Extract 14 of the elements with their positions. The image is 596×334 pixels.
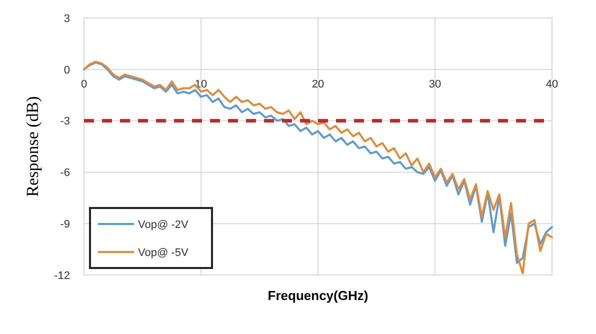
- x-tick-label: 20: [312, 78, 324, 90]
- x-tick-label: 40: [546, 78, 558, 90]
- x-axis-title: Frequency(GHz): [268, 288, 368, 303]
- x-tick-label: 30: [428, 78, 442, 90]
- y-tick-label: 3: [64, 12, 70, 25]
- legend-label: Vop@ -2V: [138, 218, 189, 231]
- y-axis-title: Response (dB): [23, 96, 42, 197]
- y-tick-label: -6: [60, 167, 70, 180]
- y-tick-label: -9: [60, 218, 70, 230]
- x-tick-label: 0: [80, 78, 88, 90]
- legend-label: Vop@ -5V: [138, 246, 189, 259]
- y-tick-label: 0: [64, 64, 70, 76]
- y-tick-label: -12: [54, 270, 70, 282]
- y-tick-label: -3: [60, 116, 70, 128]
